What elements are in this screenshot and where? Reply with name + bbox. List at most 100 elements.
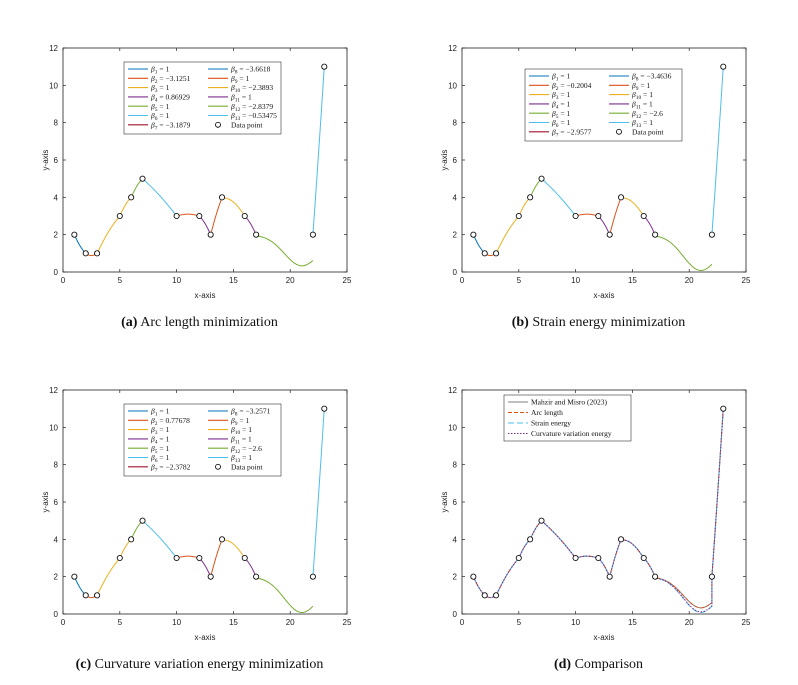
legend-entry: Curvature variation energy — [531, 429, 612, 438]
y-tick-label: 10 — [49, 81, 58, 90]
caption-b: (b) Strain energy minimization — [511, 315, 686, 330]
y-tick-label: 10 — [49, 423, 58, 432]
y-tick-label: 0 — [453, 268, 458, 277]
chart-d: 0 5 10 15 20 25 0 2 4 6 8 10 12 x-axis y-axis Mahzir an… — [440, 386, 751, 642]
curve-segment-10 — [221, 538, 246, 559]
data-point-12 — [652, 231, 659, 238]
legend-marker — [215, 121, 221, 128]
curve-segment-3 — [96, 557, 121, 596]
y-tick-label: 12 — [49, 386, 58, 395]
y-tick-label: 8 — [453, 119, 458, 128]
x-tick-label: 15 — [229, 618, 238, 627]
curve-segment-12 — [256, 235, 314, 267]
curve-segment-9 — [210, 197, 223, 235]
y-tick-label: 2 — [453, 231, 458, 240]
data-point-3 — [493, 592, 500, 599]
data-point-7 — [572, 554, 579, 562]
y-tick-label: 6 — [54, 498, 59, 507]
chart-b: 0 5 10 15 20 25 0 2 4 6 8 10 12 x-axis y-axis β1 = 1β2 … — [440, 44, 751, 300]
x-tick-label: 10 — [571, 618, 580, 627]
y-tick-label: 4 — [453, 535, 458, 544]
caption-c: (c) Curvature variation energy minimizat… — [75, 657, 324, 672]
data-point-4 — [116, 212, 123, 220]
data-point-2 — [82, 250, 89, 257]
curve-segment-8 — [198, 557, 212, 577]
data-point-1 — [470, 231, 477, 238]
legend-marker — [215, 463, 221, 470]
y-tick-label: 10 — [448, 423, 457, 432]
legend-entry-left: β3 = 1 — [150, 425, 169, 436]
x-tick-label: 5 — [517, 276, 522, 285]
legend-entry-left: β7 = −2.9577 — [551, 127, 592, 138]
y-tick-label: 6 — [453, 498, 458, 507]
data-point-10 — [218, 536, 226, 543]
legend-entry-right: β9 = 1 — [230, 416, 249, 427]
data-point-6 — [139, 175, 146, 182]
data-point-6 — [538, 175, 545, 182]
legend-entry-right: β9 = 1 — [230, 74, 249, 85]
curve-segment-10 — [221, 196, 246, 217]
data-point-10 — [218, 194, 226, 201]
data-point-14 — [720, 63, 727, 70]
data-point-5 — [527, 194, 534, 201]
y-tick-label: 8 — [453, 461, 458, 470]
data-point-2 — [481, 592, 488, 599]
data-point-11 — [241, 554, 248, 562]
data-point-8 — [595, 554, 602, 562]
curve-segment-13 — [711, 66, 724, 235]
curve-segment-8 — [597, 215, 611, 235]
legend-entry-left: β2 = −0.2004 — [551, 81, 592, 92]
data-point-11 — [640, 212, 647, 220]
curve-segment-9 — [609, 197, 622, 235]
curve-segment-11 — [244, 215, 257, 235]
curve-segment-7 — [176, 555, 200, 559]
x-tick-label: 10 — [172, 276, 181, 285]
data-point-1 — [71, 573, 78, 580]
panel-c: 0 5 10 15 20 25 0 2 4 6 8 10 12 x-axis y-axis β1 = 1 β2 … — [0, 342, 399, 684]
curve-segment-9 — [210, 539, 223, 577]
legend-marker-label: Data point — [231, 462, 263, 471]
legend-entry-right: β8 = −3.4636 — [631, 72, 672, 83]
legend-entry-left: β5 = 1 — [150, 444, 169, 455]
legend-marker-label: Data point — [632, 127, 664, 136]
x-axis-label: x-axis — [195, 291, 216, 300]
x-tick-label: 25 — [343, 618, 352, 627]
axes: 0 5 10 15 20 25 0 2 4 6 8 10 12 x-axis y-axis — [41, 44, 352, 300]
data-point-4 — [116, 554, 123, 562]
y-tick-label: 12 — [448, 44, 457, 53]
x-tick-label: 5 — [118, 276, 123, 285]
panel-b: 0 5 10 15 20 25 0 2 4 6 8 10 12 x-axis y-axis β1 = 1 β2 … — [399, 0, 798, 342]
legend-entry-right: β10 = 1 — [230, 425, 252, 436]
legend-box — [123, 403, 282, 477]
data-point-9 — [606, 573, 613, 580]
data-point-3 — [493, 250, 500, 257]
legend-entry-right: β10 = 1 — [631, 90, 653, 101]
legend-entry-right: β13 = −0.53475 — [230, 111, 277, 122]
y-tick-label: 8 — [54, 461, 59, 470]
legend-entry-right: β9 = 1 — [631, 81, 650, 92]
legend-entry-left: β6 = 1 — [150, 111, 169, 122]
y-tick-label: 10 — [448, 81, 457, 90]
data-point-9 — [207, 573, 214, 580]
y-axis-label: y-axis — [41, 150, 50, 171]
data-point-8 — [595, 212, 602, 220]
legend-entry-right: β8 = −3.6618 — [230, 65, 271, 76]
data-point-3 — [94, 592, 101, 599]
axes: 0 5 10 15 20 25 0 2 4 6 8 10 12 x-axis y-axis — [41, 386, 352, 642]
data-point-10 — [617, 194, 625, 201]
curve-segment-10 — [620, 196, 645, 217]
legend-entry-left: β2 = 0.77678 — [150, 416, 190, 427]
data-point-1 — [71, 231, 78, 238]
data-point-9 — [606, 231, 613, 238]
y-axis-label: y-axis — [440, 150, 449, 171]
curve-segment-13 — [312, 408, 325, 577]
legend-entry-right: β13 = 1 — [631, 118, 653, 129]
curve-segment-11 — [643, 215, 656, 235]
curve-segment-3 — [96, 215, 121, 254]
y-tick-label: 0 — [54, 610, 59, 619]
curve-segment-4 — [119, 539, 132, 559]
y-tick-label: 2 — [453, 573, 458, 582]
data-point-7 — [572, 212, 579, 220]
axes: 0 5 10 15 20 25 0 2 4 6 8 10 12 x-axis y-axis — [440, 44, 751, 300]
